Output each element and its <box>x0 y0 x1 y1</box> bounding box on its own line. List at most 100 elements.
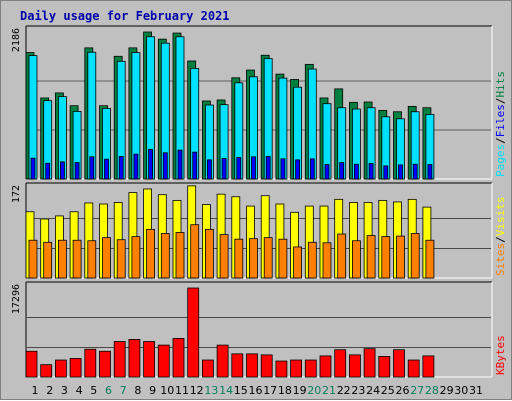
legend-files: Files <box>494 104 507 137</box>
x-tick-label: 12 <box>190 384 204 397</box>
legend-kbytes: KBytes <box>494 335 507 375</box>
bar-files <box>60 161 65 180</box>
bar-kbytes <box>334 349 347 378</box>
bar-files <box>74 162 80 180</box>
x-tick-label: 17 <box>263 384 277 397</box>
bar-sites <box>204 228 214 279</box>
bar-sites <box>337 233 347 279</box>
bar-sites <box>263 237 273 279</box>
x-tick-label: 18 <box>278 384 292 397</box>
legend: Pages/Files/Hits <box>494 71 507 177</box>
x-tick-label: 7 <box>120 384 127 397</box>
x-tick-label: 19 <box>293 384 307 397</box>
bar-files <box>280 158 286 180</box>
bar-sites <box>278 238 288 279</box>
bar-sites <box>307 241 317 279</box>
x-axis-ticks: 1 2 3 4 5 6 7 8 9 10 11 12 13 14 15 16 17 18 19 20 21 22 23 24 2… <box>32 384 484 397</box>
panel-visits-sites: 172 Sites/Visits <box>11 182 507 279</box>
bar-sites <box>234 238 244 279</box>
bar-sites <box>396 235 405 279</box>
x-tick-label: 10 <box>160 384 174 397</box>
bar-sites <box>410 233 420 279</box>
bar-sites <box>87 240 97 279</box>
bar-kbytes <box>69 358 82 378</box>
y-axis-max-label: 2186 <box>11 28 22 52</box>
bar-kbytes <box>40 364 53 378</box>
bar-kbytes <box>290 359 303 378</box>
bar-sites <box>160 233 170 279</box>
bar-sites <box>58 239 67 279</box>
bar-kbytes <box>275 360 288 378</box>
y-axis-max-label: 17296 <box>11 284 22 314</box>
bar-sites <box>381 236 391 279</box>
bar-kbytes <box>113 341 126 378</box>
bar-files <box>206 159 212 180</box>
bar-files <box>398 164 403 180</box>
bar-files <box>324 164 330 180</box>
bar-files <box>251 156 256 180</box>
x-tick-label: 15 <box>234 384 248 397</box>
x-tick-label: 3 <box>61 384 68 397</box>
x-tick-label: 2 <box>46 384 53 397</box>
bar-kbytes <box>216 344 229 378</box>
bar-kbytes <box>231 353 244 378</box>
bar-files <box>309 158 315 180</box>
chart-title: Daily usage for February 2021 <box>20 9 230 23</box>
bar-kbytes <box>201 359 214 378</box>
bar-kbytes <box>187 287 200 378</box>
bar-kbytes <box>378 356 391 378</box>
x-tick-label: 8 <box>134 384 141 397</box>
bar-sites <box>190 224 200 279</box>
bar-sites <box>249 238 258 279</box>
x-tick-label: 21 <box>322 384 336 397</box>
bar-sites <box>366 235 376 279</box>
bar-sites <box>43 241 53 279</box>
x-tick-label: 29 <box>440 384 454 397</box>
bar-files <box>339 162 345 180</box>
bar-files <box>162 152 168 180</box>
legend: Sites/Visits <box>494 197 507 277</box>
bar-files <box>383 165 389 180</box>
bar-files <box>104 158 109 180</box>
bar-kbytes <box>422 355 435 378</box>
bar-kbytes <box>363 348 376 378</box>
legend-pages: Pages <box>494 144 507 177</box>
x-tick-label: 11 <box>175 384 189 397</box>
bar-sites <box>322 242 332 279</box>
x-tick-label: 23 <box>351 384 365 397</box>
bar-sites <box>131 236 141 279</box>
bar-files <box>412 163 418 180</box>
x-tick-label: 28 <box>425 384 439 397</box>
bar-files <box>177 149 183 180</box>
x-tick-label: 31 <box>469 384 483 397</box>
legend-sites: Sites <box>494 243 507 276</box>
panel-hits-files-pages: 2186 Pages/Files/Hits <box>11 25 507 180</box>
bar-files <box>265 156 271 180</box>
x-tick-label: 25 <box>381 384 395 397</box>
bar-kbytes <box>84 348 97 378</box>
bar-kbytes <box>172 338 185 378</box>
x-tick-label: 24 <box>366 384 380 397</box>
bar-kbytes <box>348 354 361 378</box>
bar-files <box>295 159 301 180</box>
bar-kbytes <box>407 359 420 378</box>
x-tick-label: 22 <box>337 384 351 397</box>
legend: KBytes <box>494 335 507 375</box>
x-tick-label: 1 <box>32 384 39 397</box>
bar-kbytes <box>157 344 170 378</box>
bar-sites <box>219 234 229 279</box>
x-tick-label: 30 <box>454 384 468 397</box>
bar-sites <box>425 239 435 279</box>
bar-files <box>427 164 433 180</box>
legend-visits: Visits <box>494 197 507 237</box>
bar-kbytes <box>393 349 405 378</box>
y-axis-max-label: 172 <box>11 185 22 203</box>
bar-kbytes <box>246 353 258 378</box>
x-tick-label: 20 <box>307 384 321 397</box>
bar-sites <box>102 237 111 279</box>
bar-files <box>45 162 51 180</box>
x-tick-label: 4 <box>76 384 83 397</box>
x-tick-label: 27 <box>410 384 424 397</box>
